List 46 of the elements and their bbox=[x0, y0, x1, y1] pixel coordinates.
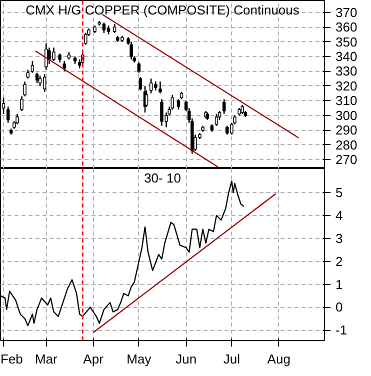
y-tick-label: 4 bbox=[336, 208, 343, 224]
candlestick bbox=[158, 80, 162, 94]
y-tick-label: 310 bbox=[336, 93, 358, 108]
y-tick-label: 280 bbox=[336, 137, 358, 152]
candlestick bbox=[23, 80, 26, 97]
x-tick-label: Jul bbox=[223, 352, 240, 366]
candlestick bbox=[38, 75, 42, 87]
y-tick-label: 270 bbox=[336, 152, 358, 168]
y-tick-label: 290 bbox=[336, 122, 358, 138]
x-tick-label: May bbox=[126, 352, 152, 366]
y-tick-label: 1 bbox=[336, 276, 343, 292]
candlestick bbox=[84, 32, 88, 46]
y-tick-label: 0 bbox=[336, 300, 343, 315]
candlestick bbox=[44, 42, 48, 70]
candlestick bbox=[176, 98, 180, 110]
candlestick bbox=[30, 60, 34, 74]
x-tick-label: Apr bbox=[83, 352, 104, 366]
y-tick-label: 350 bbox=[336, 34, 358, 50]
x-tick-label: Feb bbox=[0, 352, 23, 366]
candlestick bbox=[130, 41, 133, 60]
chart-title: CMX H/G COPPER (COMPOSITE) Continuous bbox=[26, 2, 300, 18]
chart-title: 30- 10 bbox=[144, 170, 181, 186]
y-tick-label: 340 bbox=[336, 49, 358, 64]
candlestick bbox=[20, 96, 24, 112]
x-tick-label: Aug bbox=[267, 352, 290, 366]
y-tick-label: 2 bbox=[336, 254, 343, 269]
y-tick-label: 300 bbox=[336, 108, 358, 123]
candlestick bbox=[35, 72, 39, 84]
candlestick bbox=[137, 62, 141, 74]
candlestick bbox=[42, 74, 46, 93]
y-tick-label: 370 bbox=[336, 4, 358, 20]
candlestick bbox=[16, 113, 19, 125]
candlestick bbox=[62, 60, 66, 72]
candlestick bbox=[138, 76, 142, 92]
y-tick-label: 5 bbox=[336, 185, 343, 200]
x-tick-label: Mar bbox=[34, 352, 58, 366]
y-tick-label: 360 bbox=[336, 20, 358, 35]
x-tick-label: Jun bbox=[176, 352, 197, 366]
candlestick bbox=[102, 22, 106, 34]
y-tick-label: 3 bbox=[336, 230, 343, 246]
candlestick bbox=[6, 106, 10, 124]
candlestick bbox=[222, 98, 226, 115]
candlestick bbox=[214, 113, 218, 126]
y-tick-label: 330 bbox=[336, 64, 358, 79]
y-tick-label: 320 bbox=[336, 78, 358, 94]
y-tick-label: -1 bbox=[336, 322, 348, 338]
